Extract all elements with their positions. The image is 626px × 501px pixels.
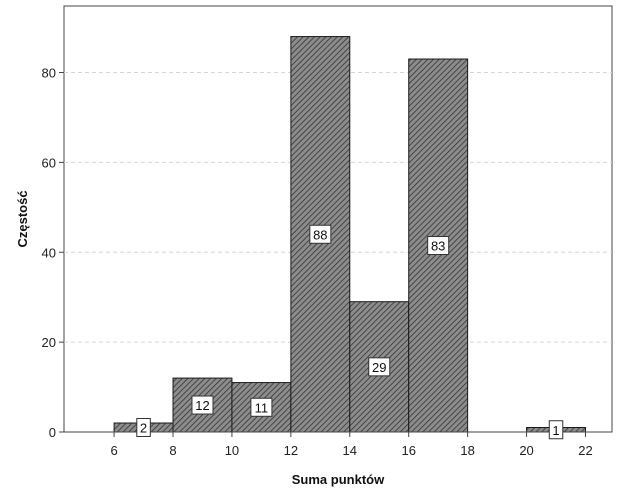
y-axis-title: Częstość [15, 190, 30, 247]
data-label: 11 [255, 400, 269, 415]
y-tick-label: 80 [42, 66, 56, 81]
x-tick-label: 18 [460, 443, 474, 458]
data-label-box: 83 [427, 236, 450, 256]
y-tick-label: 60 [42, 155, 56, 170]
data-labels: 2 12 11 88 29 83 1 [136, 224, 564, 440]
data-label: 88 [313, 227, 327, 242]
data-label-box: 2 [136, 418, 151, 438]
y-tick-label: 0 [49, 425, 56, 440]
data-label-box: 12 [191, 395, 214, 415]
x-axis-title: Suma punktów [292, 472, 385, 487]
x-tick-label: 10 [225, 443, 239, 458]
x-tick-label: 6 [110, 443, 117, 458]
data-label: 83 [431, 239, 445, 254]
data-label-box: 11 [250, 397, 273, 417]
y-tick-label: 40 [42, 245, 56, 260]
x-tick-label: 22 [578, 443, 592, 458]
data-label-box: 29 [368, 357, 391, 377]
x-tick-label: 14 [343, 443, 357, 458]
data-label: 12 [195, 398, 209, 413]
data-label: 1 [552, 423, 559, 438]
x-tick-label: 12 [284, 443, 298, 458]
data-label-box: 88 [309, 224, 332, 244]
y-axis-ticks: 0 20 40 60 80 [42, 66, 64, 440]
x-tick-label: 16 [401, 443, 415, 458]
data-label: 2 [140, 421, 147, 436]
data-label: 29 [372, 360, 386, 375]
data-label-box: 1 [548, 420, 564, 440]
x-tick-label: 8 [169, 443, 176, 458]
x-tick-label: 20 [519, 443, 533, 458]
y-tick-label: 20 [42, 335, 56, 350]
x-axis-ticks: 6 8 10 12 14 16 18 20 22 [110, 432, 593, 458]
